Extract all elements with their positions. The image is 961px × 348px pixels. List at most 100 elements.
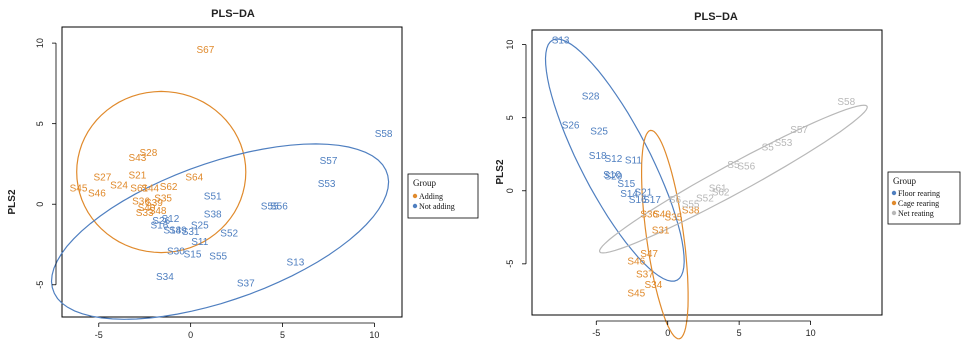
point-label: S53 [318,179,336,190]
y-axis: -5 0 5 10 [505,40,527,268]
confidence-ellipse-not-adding [50,143,390,320]
point-label: S30 [167,246,185,257]
point-label: S52 [220,229,238,240]
point-label: S62 [712,188,730,199]
point-label: S17 [643,195,661,206]
x-tick-label: 10 [369,330,379,340]
legend-entry-net-reating: Net reating [898,209,934,218]
y-tick-label: 0 [35,202,45,207]
y-axis-label: PLS2 [7,189,18,214]
confidence-ellipse-adding [76,90,247,254]
point-label: S35 [665,213,683,224]
x-axis: -5 0 5 10 [95,322,379,340]
x-tick-label: 5 [280,330,285,340]
point-label: S11 [191,237,208,248]
legend-marker-net-reating [891,210,897,216]
point-label: S34 [645,280,663,291]
point-label: S15 [617,179,635,190]
y-tick-label: 10 [505,40,515,50]
point-label: S44 [141,184,159,195]
point-label: S10 [603,170,621,181]
legend-entry-floor-rearing: Floor rearing [898,189,940,198]
x-tick-label: 10 [806,328,816,338]
y-tick-label: 10 [35,38,45,48]
point-label: S21 [635,188,653,199]
point-label: S61 [130,184,148,195]
point-label: S55 [682,199,700,210]
point-label: S37 [237,279,255,290]
point-label: S13 [552,36,570,47]
point-label: S5 [762,142,775,153]
x-tick-label: 5 [737,328,742,338]
point-label: S16 [151,221,169,232]
point-label: S62 [160,182,178,193]
legend-title: Group [893,176,916,186]
point-label: S29 [605,172,623,183]
x-tick-label: 0 [665,328,670,338]
point-label: S47 [640,249,658,260]
point-label: S58 [375,129,393,140]
confidence-ellipse-cage-rearing [641,129,689,340]
point-label: S58 [837,97,855,108]
y-tick-label: -5 [505,260,515,268]
point-label: S27 [94,172,112,183]
legend-entry-not-adding: Not adding [419,202,455,211]
point-label: S37 [636,270,654,281]
confidence-ellipse-floor-rearing [544,38,685,282]
point-label: S45 [627,289,645,300]
point-label: S25 [590,126,608,137]
legend-box [887,171,961,225]
point-label: S36 [640,210,658,221]
legend-marker-cage-rearing [891,200,897,206]
point-label: S57 [320,156,338,167]
point-label: S14 [620,189,638,200]
legend-marker-floor-rearing [891,190,897,196]
y-axis: -5 0 5 10 [35,38,57,289]
point-label: S38 [204,209,222,220]
y-tick-label: 0 [505,188,515,193]
point-label: S13 [287,258,305,269]
point-label: S12 [162,214,180,225]
point-label: S5 [727,160,740,171]
point-label: S55 [209,251,227,262]
plot-frame [61,26,403,318]
confidence-ellipse-net-reating [598,104,868,254]
legend-box [407,173,479,219]
point-label: S43 [129,153,147,164]
point-label: S39 [145,198,163,209]
point-label: S28 [140,148,158,159]
point-label: S15 [184,250,202,261]
point-label: S48 [149,206,167,217]
point-label: S25 [191,221,209,232]
point-label: S67 [197,45,215,56]
point-label: S21 [129,171,147,182]
legend-title: Group [413,178,436,188]
point-label: S18 [589,151,607,162]
point-label: S35 [154,193,172,204]
legend: Group Adding Not adding [407,173,479,219]
point-label: S56 [270,201,288,212]
point-label: S61 [709,183,727,194]
x-tick-label: -5 [95,330,103,340]
point-label: S6 [669,195,682,206]
point-label: S11 [625,156,642,167]
y-tick-label: -5 [35,281,45,289]
y-axis-label: PLS2 [495,159,506,184]
legend-marker-adding [412,193,418,199]
legend: Group Floor rearing Cage rearing Net rea… [887,171,961,225]
point-label: S34 [156,272,174,283]
point-label: S53 [775,138,793,149]
chart-title: PLS−DA [694,11,738,23]
point-label: S38 [682,205,700,216]
chart-title: PLS−DA [211,8,255,20]
ellipse-layer [544,38,868,340]
point-label: S33 [136,208,154,219]
point-label: S31 [652,226,670,237]
legend-entry-adding: Adding [419,192,443,201]
point-label: S46 [627,256,645,267]
point-label: S26 [152,216,170,227]
point-label: S16 [629,195,647,206]
